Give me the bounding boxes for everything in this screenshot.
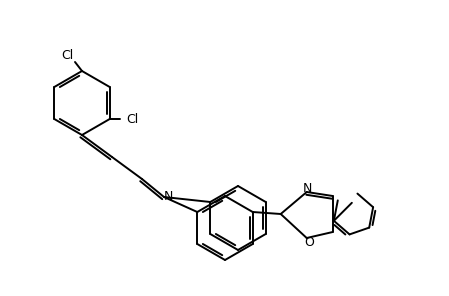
- Text: Cl: Cl: [61, 49, 73, 62]
- Text: N: N: [303, 181, 313, 194]
- Text: N: N: [163, 191, 173, 204]
- Text: Cl: Cl: [127, 112, 139, 126]
- Text: O: O: [304, 237, 314, 250]
